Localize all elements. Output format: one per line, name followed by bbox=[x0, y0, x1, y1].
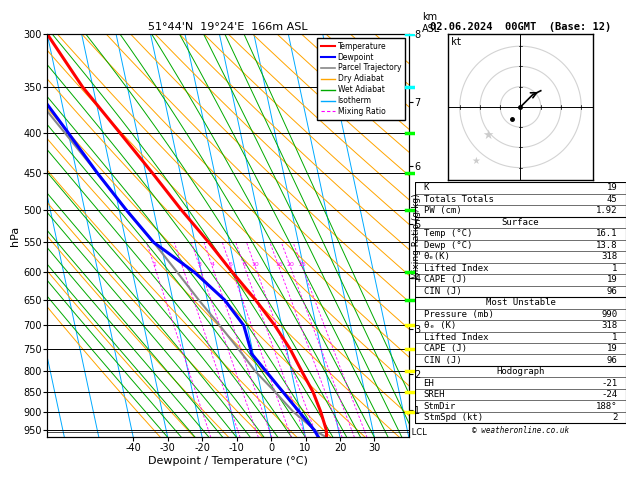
Text: CAPE (J): CAPE (J) bbox=[423, 276, 467, 284]
Text: 16: 16 bbox=[275, 261, 282, 266]
Text: CIN (J): CIN (J) bbox=[423, 287, 461, 296]
Text: EH: EH bbox=[423, 379, 434, 388]
X-axis label: Dewpoint / Temperature (°C): Dewpoint / Temperature (°C) bbox=[148, 456, 308, 466]
Text: PW (cm): PW (cm) bbox=[423, 207, 461, 215]
Text: kt: kt bbox=[450, 37, 462, 47]
Text: 10: 10 bbox=[252, 261, 259, 266]
Text: Surface: Surface bbox=[502, 218, 539, 227]
Text: 19: 19 bbox=[607, 344, 618, 353]
Text: 02.06.2024  00GMT  (Base: 12): 02.06.2024 00GMT (Base: 12) bbox=[430, 21, 611, 32]
Text: Totals Totals: Totals Totals bbox=[423, 195, 493, 204]
Text: K: K bbox=[423, 184, 429, 192]
Text: θₑ(K): θₑ(K) bbox=[423, 252, 450, 261]
Text: 1: 1 bbox=[612, 264, 618, 273]
Text: 16.1: 16.1 bbox=[596, 229, 618, 239]
Y-axis label: km
ASL: km ASL bbox=[422, 13, 440, 34]
Text: 25: 25 bbox=[298, 261, 306, 266]
Text: 3: 3 bbox=[198, 261, 202, 266]
Text: Mixing Ratio (g/kg): Mixing Ratio (g/kg) bbox=[413, 193, 421, 278]
Text: 2: 2 bbox=[181, 261, 184, 266]
Text: θₑ (K): θₑ (K) bbox=[423, 321, 456, 330]
Legend: Temperature, Dewpoint, Parcel Trajectory, Dry Adiabat, Wet Adiabat, Isotherm, Mi: Temperature, Dewpoint, Parcel Trajectory… bbox=[317, 38, 405, 120]
Text: 45: 45 bbox=[607, 195, 618, 204]
Text: CIN (J): CIN (J) bbox=[423, 356, 461, 364]
Text: CAPE (J): CAPE (J) bbox=[423, 344, 467, 353]
Text: Hodograph: Hodograph bbox=[496, 367, 545, 376]
Text: ★: ★ bbox=[472, 156, 481, 166]
Text: Temp (°C): Temp (°C) bbox=[423, 229, 472, 239]
Text: © weatheronline.co.uk: © weatheronline.co.uk bbox=[472, 426, 569, 435]
Text: 318: 318 bbox=[601, 321, 618, 330]
Text: 19: 19 bbox=[607, 276, 618, 284]
Text: 1: 1 bbox=[153, 261, 157, 266]
Text: 13.8: 13.8 bbox=[596, 241, 618, 250]
Text: StmDir: StmDir bbox=[423, 401, 456, 411]
Text: Lifted Index: Lifted Index bbox=[423, 333, 488, 342]
Text: SREH: SREH bbox=[423, 390, 445, 399]
Text: 19: 19 bbox=[607, 184, 618, 192]
Title: 51°44'N  19°24'E  166m ASL: 51°44'N 19°24'E 166m ASL bbox=[148, 22, 308, 32]
Text: 188°: 188° bbox=[596, 401, 618, 411]
Text: Pressure (mb): Pressure (mb) bbox=[423, 310, 493, 319]
Text: 6: 6 bbox=[229, 261, 233, 266]
Text: LCL: LCL bbox=[409, 428, 426, 436]
Y-axis label: hPa: hPa bbox=[10, 226, 20, 246]
Text: -24: -24 bbox=[601, 390, 618, 399]
Text: 990: 990 bbox=[601, 310, 618, 319]
Text: 8: 8 bbox=[242, 261, 247, 266]
Text: 1: 1 bbox=[612, 333, 618, 342]
Text: 1.92: 1.92 bbox=[596, 207, 618, 215]
Text: 4: 4 bbox=[210, 261, 214, 266]
Text: Dewp (°C): Dewp (°C) bbox=[423, 241, 472, 250]
Text: ★: ★ bbox=[482, 129, 494, 142]
Text: 96: 96 bbox=[607, 287, 618, 296]
Text: Lifted Index: Lifted Index bbox=[423, 264, 488, 273]
Text: Most Unstable: Most Unstable bbox=[486, 298, 555, 307]
Text: 20: 20 bbox=[286, 261, 294, 266]
Text: 318: 318 bbox=[601, 252, 618, 261]
Text: StmSpd (kt): StmSpd (kt) bbox=[423, 413, 482, 422]
Text: 2: 2 bbox=[612, 413, 618, 422]
Text: 96: 96 bbox=[607, 356, 618, 364]
Text: -21: -21 bbox=[601, 379, 618, 388]
